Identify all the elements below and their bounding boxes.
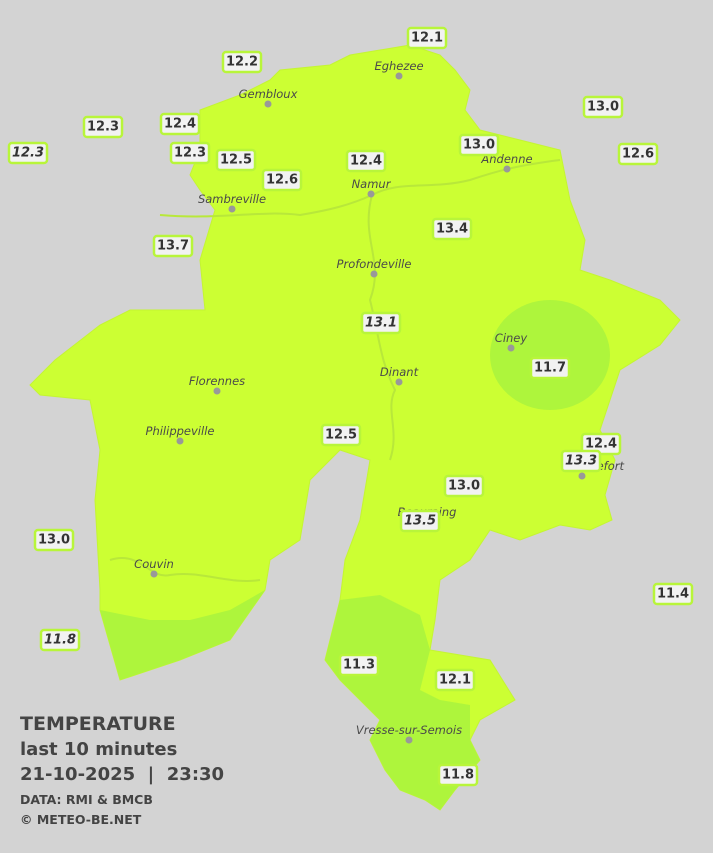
station-value: 12.4: [585, 437, 617, 452]
station-badge: [458, 133, 500, 157]
city-label: Namur: [352, 177, 392, 191]
city-label: Profondeville: [337, 257, 412, 271]
station-value: 12.1: [439, 673, 471, 688]
station-value: 12.2: [226, 55, 258, 70]
city-dot: [503, 165, 511, 173]
station-value: 13.5: [404, 514, 436, 529]
city-label: Dinant: [380, 365, 419, 379]
station-value: 12.5: [325, 428, 357, 443]
station-badge: [169, 141, 211, 165]
station-value: 12.5: [220, 153, 252, 168]
legend-source: DATA: RMI & BMCB: [20, 792, 153, 807]
station-badge: [39, 628, 81, 652]
station-value: 12.4: [350, 154, 382, 169]
station-value: 11.8: [442, 768, 474, 783]
station-badge: [560, 449, 602, 473]
station-badge: [443, 474, 485, 498]
city-dot: [264, 100, 272, 108]
station-value: 13.3: [565, 454, 597, 469]
cool-zone: [100, 590, 265, 680]
city-dot: [150, 570, 158, 578]
station-badge: [434, 668, 476, 692]
city-label: Philippeville: [146, 424, 215, 438]
station-badge: [33, 528, 75, 552]
river: [109, 557, 261, 582]
city-dot: [395, 72, 403, 80]
city-label: Vresse-sur-Semois: [356, 723, 462, 737]
city-label: Gembloux: [239, 87, 298, 101]
station-value: 11.8: [44, 633, 76, 648]
station-value: 12.3: [12, 146, 44, 161]
city-dot: [367, 190, 375, 198]
city-dot: [370, 270, 378, 278]
city-label: Ciney: [495, 331, 528, 345]
station-value: 11.7: [534, 361, 566, 376]
cool-zone: [490, 300, 610, 410]
legend-datetime: 21-10-2025 | 23:30: [20, 764, 224, 785]
city-label: Florennes: [189, 374, 245, 388]
station-value: 11.3: [343, 658, 375, 673]
station-badge: [152, 234, 194, 258]
station-value: 13.1: [365, 316, 397, 331]
legend-subtitle: last 10 minutes: [20, 739, 177, 760]
station-badge: [529, 356, 571, 380]
station-badge: [320, 423, 362, 447]
city-label: Eghezee: [374, 59, 423, 73]
station-badge: [261, 168, 303, 192]
cool-zone: [325, 595, 480, 810]
station-badge: [437, 763, 479, 787]
station-value: 12.6: [622, 147, 654, 162]
station-value: 12.4: [164, 117, 196, 132]
station-value: 12.1: [411, 31, 443, 46]
station-value: 12.3: [174, 146, 206, 161]
station-badge: [221, 50, 263, 74]
city-dot: [176, 437, 184, 445]
station-value: 13.0: [587, 100, 619, 115]
city-dot: [578, 472, 586, 480]
station-badge: [399, 509, 441, 533]
city-dot: [213, 387, 221, 395]
station-badge: [215, 148, 257, 172]
city-dot: [507, 344, 515, 352]
legend-credit: © METEO-BE.NET: [20, 812, 142, 827]
station-value: 13.0: [38, 533, 70, 548]
station-badge: [82, 115, 124, 139]
city-dot: [228, 205, 236, 213]
station-badge: [652, 582, 694, 606]
legend-title: TEMPERATURE: [20, 713, 176, 735]
city-dot: [405, 736, 413, 744]
station-badge: [582, 95, 624, 119]
station-value: 13.4: [436, 222, 468, 237]
station-badge: [617, 142, 659, 166]
station-value: 13.0: [463, 138, 495, 153]
station-value: 13.0: [448, 479, 480, 494]
station-badge: [406, 26, 448, 50]
station-value: 12.6: [266, 173, 298, 188]
station-badge: [338, 653, 380, 677]
station-badge: [159, 112, 201, 136]
station-value: 13.7: [157, 239, 189, 254]
city-label: Couvin: [134, 557, 174, 571]
river: [367, 194, 397, 461]
station-value: 12.3: [87, 120, 119, 135]
station-badge: [345, 149, 387, 173]
station-value: 11.4: [657, 587, 689, 602]
station-badge: [7, 141, 49, 165]
city-dot: [395, 378, 403, 386]
station-badge: [360, 311, 402, 335]
city-label: Sambreville: [198, 192, 266, 206]
station-badge: [431, 217, 473, 241]
